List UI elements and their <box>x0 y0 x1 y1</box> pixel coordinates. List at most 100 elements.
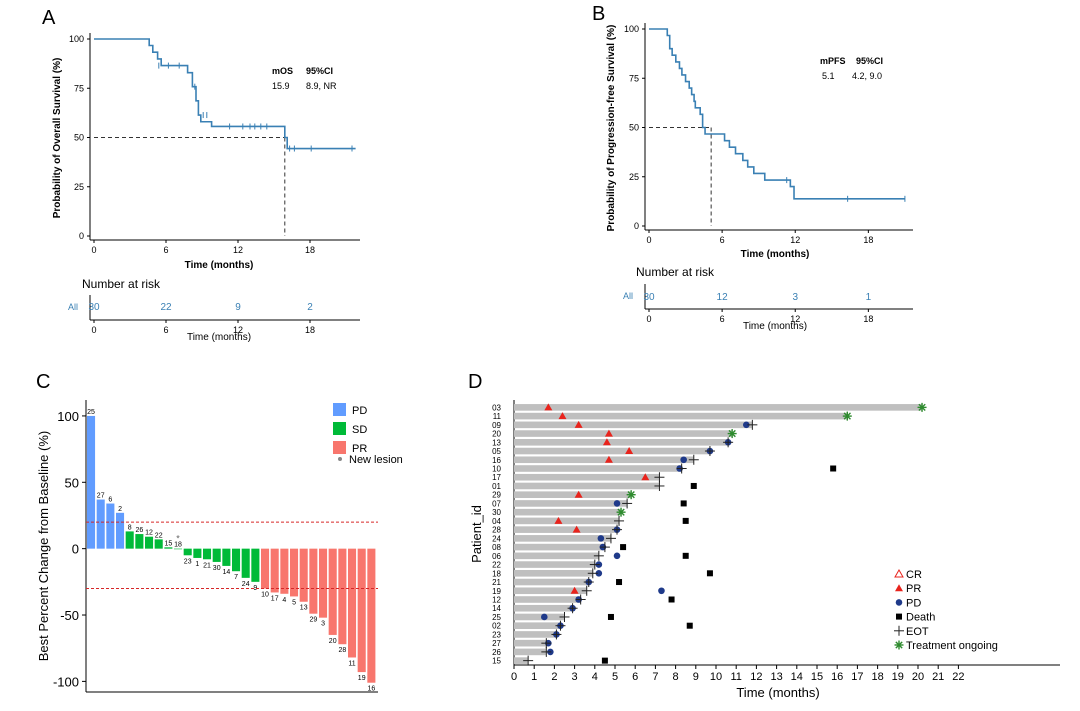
d-pr-marker <box>574 490 583 498</box>
d-swim-bar <box>514 439 729 446</box>
c-legend-swatch <box>333 422 346 435</box>
a-risk-x-tick-label: 18 <box>305 325 315 335</box>
d-swim-bar <box>514 526 618 533</box>
b-y-tick-label: 25 <box>629 172 639 182</box>
d-legend-death-symbol <box>896 613 902 620</box>
b-stat-head-2: 95%CI <box>856 56 883 66</box>
a-ylabel: Probability of Overall Survival (%) <box>52 58 63 219</box>
a-y-tick-label: 75 <box>74 83 84 93</box>
b-x-tick-label: 0 <box>646 235 651 245</box>
d-x-tick-label: 8 <box>673 671 679 683</box>
d-swim-bar <box>514 500 628 507</box>
d-x-tick-label: 20 <box>912 671 924 683</box>
a-risk-xlabel: Time (months) <box>187 332 251 343</box>
d-patient-id: 30 <box>492 508 501 517</box>
b-risk-count: 1 <box>866 292 872 303</box>
d-ongoing-marker <box>626 490 636 500</box>
panel-letter-b: B <box>592 3 605 25</box>
d-swim-bar <box>514 639 547 647</box>
a-stat-head-1: mOS <box>272 66 293 76</box>
d-x-tick-label: 21 <box>932 671 944 683</box>
c-bar <box>96 499 105 549</box>
d-patient-id: 20 <box>492 430 501 439</box>
d-pd-marker <box>541 613 548 621</box>
a-risk-count: 30 <box>88 302 100 313</box>
c-bar-label: 12 <box>145 530 153 537</box>
d-patient-id: 14 <box>492 604 501 613</box>
d-swim-bar <box>514 587 587 595</box>
d-swim-bar <box>514 482 660 490</box>
c-bar <box>241 548 250 578</box>
a-x-tick-label: 18 <box>305 245 315 255</box>
b-risk-x-tick-label: 12 <box>790 314 800 324</box>
b-risk-x-tick-label: 6 <box>720 314 725 324</box>
a-stat-val-1: 15.9 <box>272 81 290 91</box>
d-pr-marker <box>604 455 613 463</box>
d-x-tick-label: 9 <box>693 671 699 683</box>
c-bar-label: 20 <box>329 638 337 645</box>
d-patient-id: 22 <box>492 561 501 570</box>
b-risk-x-tick-label: 18 <box>863 314 873 324</box>
c-bar-label: 28 <box>338 647 346 654</box>
d-ongoing-stroke <box>617 508 625 516</box>
d-ongoing-stroke <box>918 403 926 412</box>
d-death-marker <box>601 657 608 664</box>
d-patient-id: 07 <box>492 499 501 508</box>
d-x-tick-label: 17 <box>851 671 863 683</box>
d-swim-bar <box>514 570 593 577</box>
c-bar-label: 19 <box>358 675 366 682</box>
d-x-tick-label: 5 <box>612 671 618 683</box>
d-swim-bar <box>514 508 622 516</box>
c-bar <box>222 548 231 566</box>
c-bar-label: 21 <box>203 562 211 569</box>
c-bar <box>338 548 347 645</box>
d-swim-bar <box>514 657 529 664</box>
d-swim-bar <box>514 412 848 420</box>
d-patient-id: 23 <box>492 630 501 639</box>
a-risk-count: 22 <box>160 302 172 313</box>
a-risk-label: All <box>68 302 78 312</box>
c-bar <box>164 547 173 549</box>
d-death-marker <box>686 622 693 629</box>
d-swim-bar <box>514 447 710 455</box>
c-bar-label: 26 <box>135 527 143 534</box>
c-bar-label: 7 <box>234 574 238 581</box>
d-pd-marker <box>743 421 750 429</box>
c-legend-label: PD <box>352 405 367 417</box>
d-x-tick-label: 6 <box>632 671 638 683</box>
c-bar-label: 18 <box>174 542 182 549</box>
c-bar <box>251 548 260 582</box>
d-swim-bar <box>514 473 660 481</box>
c-bar-label: 23 <box>184 558 192 565</box>
d-death-marker <box>620 544 627 551</box>
c-bar <box>135 534 144 549</box>
d-death-marker <box>680 500 687 507</box>
panel-d-plot: 0 1 2 3 4 5 6 7 8 9 10 11 12 13 14 15 16 17 18 19 20 21 22Time… <box>469 400 1060 700</box>
c-bar-label: 1 <box>195 561 199 568</box>
c-bar-label: 13 <box>300 605 308 612</box>
d-x-tick-label: 7 <box>652 671 658 683</box>
d-patient-id: 29 <box>492 491 501 500</box>
d-pd-marker <box>597 535 605 542</box>
c-y-tick-label: -50 <box>60 608 79 623</box>
a-survival-curve <box>94 38 356 150</box>
a-x-tick-label: 0 <box>91 245 96 255</box>
c-y-axis-title: Best Percent Change from Baseline (%) <box>36 431 51 662</box>
d-x-tick-label: 11 <box>730 671 741 683</box>
c-bar <box>261 548 270 589</box>
d-patient-id: 04 <box>492 517 501 526</box>
d-death-marker <box>690 482 697 489</box>
a-y-tick-label: 100 <box>69 34 84 44</box>
a-y-tick-label: 25 <box>74 182 84 192</box>
d-patient-id: 24 <box>492 534 501 543</box>
c-bar-label: 4 <box>282 597 286 604</box>
c-legend-swatch <box>333 441 346 454</box>
d-legend-pd-symbol <box>895 599 903 606</box>
c-bar-label: 14 <box>222 569 230 576</box>
d-legend-label: Treatment ongoing <box>906 640 998 652</box>
c-y-tick-label: 0 <box>72 542 79 557</box>
d-ongoing-stroke <box>895 641 903 649</box>
a-stat-val-2: 8.9, NR <box>306 81 337 91</box>
c-bar <box>116 512 125 549</box>
